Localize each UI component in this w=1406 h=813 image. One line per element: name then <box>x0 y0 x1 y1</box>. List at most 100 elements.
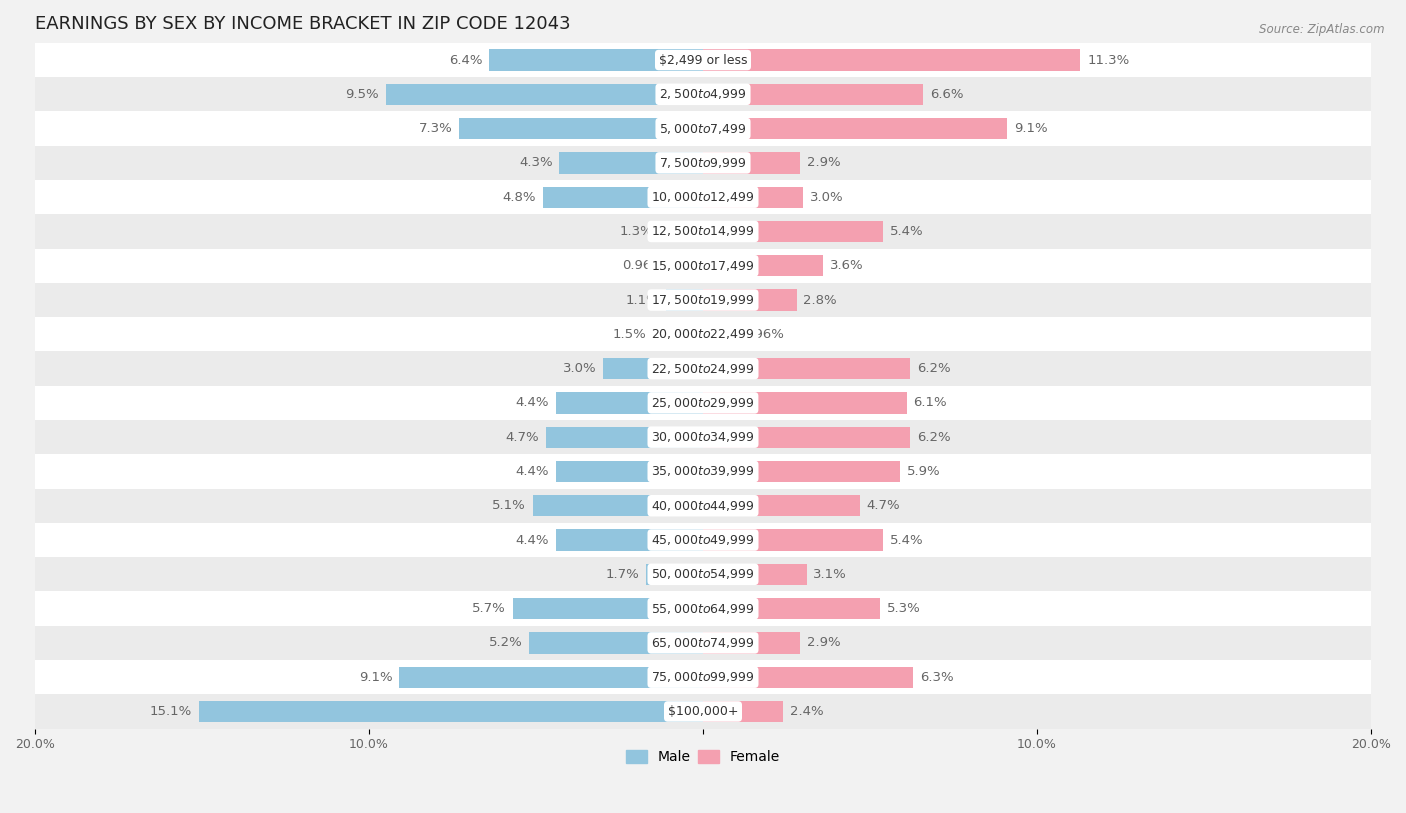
Text: 6.3%: 6.3% <box>920 671 953 684</box>
Text: 6.4%: 6.4% <box>449 54 482 67</box>
Bar <box>35 249 1371 283</box>
Bar <box>703 392 907 414</box>
Bar <box>546 427 703 448</box>
Text: 1.5%: 1.5% <box>613 328 647 341</box>
Text: 5.3%: 5.3% <box>887 602 921 615</box>
Text: 3.6%: 3.6% <box>830 259 863 272</box>
Text: $25,000 to $29,999: $25,000 to $29,999 <box>651 396 755 410</box>
Text: 6.2%: 6.2% <box>917 362 950 375</box>
Bar <box>513 598 703 620</box>
Text: $7,500 to $9,999: $7,500 to $9,999 <box>659 156 747 170</box>
Text: 1.7%: 1.7% <box>606 567 640 580</box>
Bar <box>703 255 824 276</box>
Text: $2,499 or less: $2,499 or less <box>659 54 747 67</box>
Bar <box>533 495 703 516</box>
Bar <box>703 598 880 620</box>
Text: $20,000 to $22,499: $20,000 to $22,499 <box>651 328 755 341</box>
Text: 6.1%: 6.1% <box>914 397 948 410</box>
Text: $50,000 to $54,999: $50,000 to $54,999 <box>651 567 755 581</box>
Bar <box>399 667 703 688</box>
Text: 3.1%: 3.1% <box>813 567 846 580</box>
Text: $12,500 to $14,999: $12,500 to $14,999 <box>651 224 755 238</box>
Text: $75,000 to $99,999: $75,000 to $99,999 <box>651 670 755 685</box>
Bar <box>35 523 1371 557</box>
Bar <box>603 358 703 379</box>
Bar <box>35 283 1371 317</box>
Text: $35,000 to $39,999: $35,000 to $39,999 <box>651 464 755 479</box>
Bar <box>35 454 1371 489</box>
Text: 2.9%: 2.9% <box>807 637 841 650</box>
Text: $100,000+: $100,000+ <box>668 705 738 718</box>
Bar <box>35 489 1371 523</box>
Text: 3.0%: 3.0% <box>562 362 596 375</box>
Text: 5.4%: 5.4% <box>890 225 924 238</box>
Text: 3.0%: 3.0% <box>810 191 844 204</box>
Text: 6.6%: 6.6% <box>931 88 963 101</box>
Bar <box>703 289 797 311</box>
Text: 4.3%: 4.3% <box>519 156 553 169</box>
Text: 6.2%: 6.2% <box>917 431 950 444</box>
Text: $5,000 to $7,499: $5,000 to $7,499 <box>659 122 747 136</box>
Text: $65,000 to $74,999: $65,000 to $74,999 <box>651 636 755 650</box>
Bar <box>460 118 703 139</box>
Text: 1.3%: 1.3% <box>619 225 652 238</box>
Text: 5.9%: 5.9% <box>907 465 941 478</box>
Bar <box>35 660 1371 694</box>
Bar <box>703 358 910 379</box>
Bar <box>647 563 703 585</box>
Text: 5.1%: 5.1% <box>492 499 526 512</box>
Bar <box>35 43 1371 77</box>
Text: 7.3%: 7.3% <box>419 122 453 135</box>
Text: $30,000 to $34,999: $30,000 to $34,999 <box>651 430 755 444</box>
Bar <box>35 317 1371 351</box>
Bar <box>703 324 735 345</box>
Text: 2.8%: 2.8% <box>803 293 837 307</box>
Bar <box>35 111 1371 146</box>
Bar <box>35 146 1371 180</box>
Text: 4.8%: 4.8% <box>502 191 536 204</box>
Bar <box>35 626 1371 660</box>
Bar <box>35 215 1371 249</box>
Bar <box>35 694 1371 728</box>
Bar <box>659 221 703 242</box>
Bar <box>543 186 703 208</box>
Text: 0.96%: 0.96% <box>742 328 783 341</box>
Text: 4.7%: 4.7% <box>866 499 900 512</box>
Text: 4.4%: 4.4% <box>516 397 550 410</box>
Text: $55,000 to $64,999: $55,000 to $64,999 <box>651 602 755 615</box>
Bar <box>35 420 1371 454</box>
Text: 5.4%: 5.4% <box>890 533 924 546</box>
Bar <box>489 50 703 71</box>
Bar <box>198 701 703 722</box>
Bar <box>666 289 703 311</box>
Bar <box>703 186 803 208</box>
Text: $17,500 to $19,999: $17,500 to $19,999 <box>651 293 755 307</box>
Text: $45,000 to $49,999: $45,000 to $49,999 <box>651 533 755 547</box>
Bar <box>703 461 900 482</box>
Bar <box>703 427 910 448</box>
Text: $40,000 to $44,999: $40,000 to $44,999 <box>651 498 755 513</box>
Bar <box>529 633 703 654</box>
Text: 4.4%: 4.4% <box>516 533 550 546</box>
Bar <box>703 667 914 688</box>
Bar <box>703 701 783 722</box>
Bar <box>703 50 1080 71</box>
Bar <box>555 461 703 482</box>
Bar <box>35 385 1371 420</box>
Bar <box>703 495 860 516</box>
Bar <box>555 392 703 414</box>
Text: 0.96%: 0.96% <box>623 259 664 272</box>
Bar <box>703 633 800 654</box>
Text: 11.3%: 11.3% <box>1087 54 1129 67</box>
Text: 2.9%: 2.9% <box>807 156 841 169</box>
Bar <box>35 592 1371 626</box>
Text: 1.1%: 1.1% <box>626 293 659 307</box>
Bar <box>652 324 703 345</box>
Text: 4.4%: 4.4% <box>516 465 550 478</box>
Bar <box>555 529 703 550</box>
Bar <box>703 563 807 585</box>
Bar <box>703 118 1007 139</box>
Bar <box>35 77 1371 111</box>
Bar <box>560 152 703 173</box>
Text: EARNINGS BY SEX BY INCOME BRACKET IN ZIP CODE 12043: EARNINGS BY SEX BY INCOME BRACKET IN ZIP… <box>35 15 571 33</box>
